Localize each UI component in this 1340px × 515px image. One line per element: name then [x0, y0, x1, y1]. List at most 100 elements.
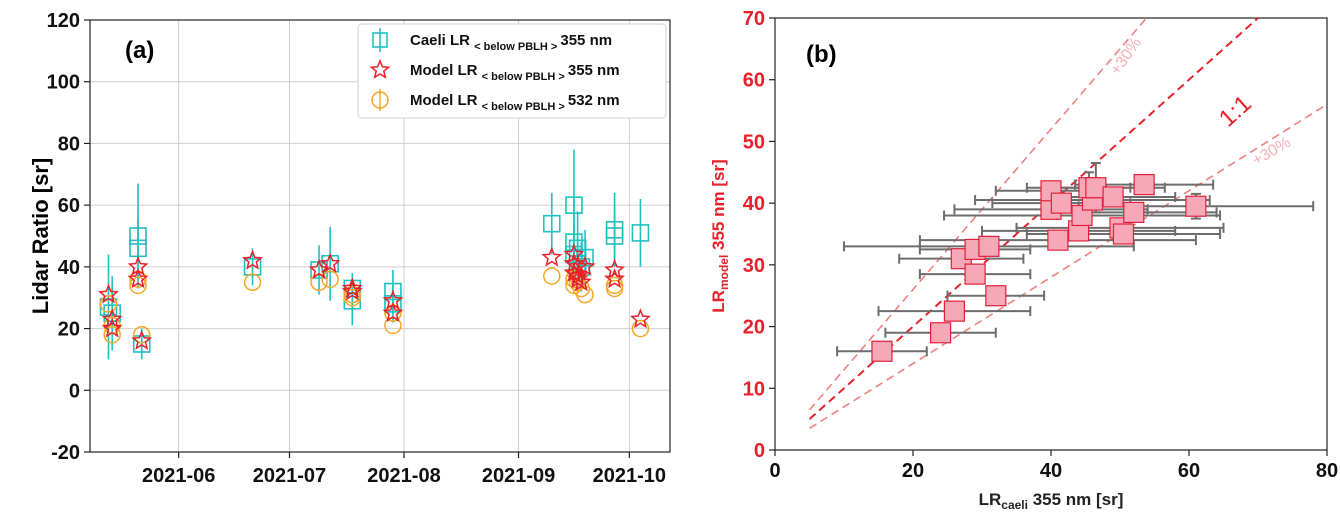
reference-line	[809, 103, 1328, 430]
marker-point	[943, 300, 966, 322]
marker-point	[1047, 229, 1069, 251]
axes-ticks-a: -20 0 20 40 60 80 100 120 2021-06 2021-07 2021-08 2…	[47, 10, 666, 487]
line-label-plus30-upper: +30%	[1107, 35, 1145, 79]
marker-model-532	[99, 295, 118, 313]
marker-point	[1050, 192, 1072, 214]
marker-caeli-355	[631, 224, 650, 242]
legend-box	[357, 23, 667, 119]
data-marks-a	[98, 149, 651, 360]
marker-point	[1123, 201, 1145, 223]
axes-ticks-b: 0 10 20 30 40 50 60 70 0 20 40 60 80	[743, 8, 1338, 482]
marker-point	[929, 322, 952, 344]
line-label-1-1: 1:1	[1214, 90, 1257, 132]
marker-model-355	[563, 243, 585, 264]
marker-model-532	[343, 288, 362, 307]
marker-model-532	[543, 267, 561, 285]
y-tick-label: 100	[47, 72, 80, 94]
marker-model-532	[132, 325, 151, 344]
y-tick-label: 20	[743, 317, 765, 339]
y-tick-label: 60	[743, 70, 765, 92]
legend-marker-model-532	[371, 91, 389, 109]
panel-label-b: (b)	[806, 41, 837, 68]
legend-label: Caeli LR < below PBLH > 355 nm	[410, 32, 612, 53]
y-axis-label-b: LRmodel 355 nm [sr]	[709, 159, 731, 312]
marker-model-355	[604, 258, 625, 279]
legend-marker-model-355	[369, 59, 391, 79]
x-tick-label: 2021-08	[367, 465, 440, 487]
plot-frame-a	[89, 19, 671, 453]
x-tick-label: 0	[769, 460, 780, 482]
x-tick-label: 60	[1178, 460, 1200, 482]
y-tick-label: 30	[743, 255, 765, 277]
marker-model-532	[243, 273, 262, 292]
marker-model-532	[631, 319, 650, 338]
marker-model-355	[101, 317, 123, 338]
marker-model-532	[103, 325, 121, 344]
marker-point	[1185, 195, 1207, 217]
y-tick-label: 50	[743, 131, 765, 153]
x-tick-label: 40	[1040, 460, 1062, 482]
y-tick-label: 10	[743, 378, 765, 400]
marker-point	[1112, 223, 1135, 245]
marker-model-355	[341, 280, 363, 301]
marker-model-355	[127, 268, 149, 289]
marker-model-355	[98, 283, 119, 304]
marker-point	[1102, 186, 1124, 208]
y-tick-label: 120	[47, 10, 80, 32]
chart-panel-a: -20 0 20 40 60 80 100 120 2021-06 2021-07 2021-08 2…	[28, 10, 671, 487]
marker-model-355	[242, 249, 263, 270]
marker-model-355	[604, 268, 625, 289]
y-tick-label: 0	[69, 380, 80, 402]
marker-caeli-355	[542, 214, 561, 233]
marker-model-355	[341, 277, 363, 298]
x-tick-label: 2021-06	[142, 465, 215, 487]
y-tick-label: 40	[58, 257, 80, 279]
x-axis-label-b: LRcaeli 355 nm [sr]	[979, 490, 1124, 512]
legend-marker-caeli	[372, 32, 388, 48]
marker-model-532	[129, 276, 147, 295]
marker-point	[985, 285, 1007, 307]
marker-model-355	[574, 255, 596, 276]
marker-model-355	[630, 308, 651, 329]
reference-line	[808, 17, 1148, 411]
reference-line	[808, 17, 1259, 420]
marker-caeli-355	[384, 295, 402, 313]
marker-model-355	[101, 308, 123, 329]
marker-model-355	[131, 329, 153, 350]
panel-label-a: (a)	[125, 37, 154, 64]
data-marks-b	[836, 162, 1315, 362]
marker-model-532	[321, 270, 339, 288]
marker-point	[964, 263, 986, 285]
marker-point	[978, 235, 1000, 257]
x-tick-label: 2021-09	[482, 465, 555, 487]
y-tick-label: 80	[58, 133, 80, 155]
marker-model-532	[576, 285, 594, 304]
marker-model-355	[570, 271, 592, 292]
y-tick-label: 20	[58, 319, 80, 341]
y-tick-label: 70	[743, 8, 765, 30]
x-tick-label: 80	[1316, 460, 1338, 482]
marker-model-355	[567, 265, 589, 286]
legend-a: Caeli LR < below PBLH > 355 nm Model LR <…	[357, 23, 667, 119]
x-tick-label: 20	[902, 460, 924, 482]
marker-model-355	[541, 246, 563, 267]
y-tick-label: 0	[754, 440, 765, 462]
marker-caeli-355	[605, 227, 624, 245]
marker-point	[1133, 174, 1155, 196]
marker-point	[871, 340, 893, 362]
legend-label: Model LR < below PBLH > 532 nm	[410, 92, 620, 113]
x-tick-label: 2021-07	[253, 465, 326, 487]
y-tick-label: -20	[51, 442, 80, 464]
line-label-plus30-lower: +30%	[1250, 134, 1294, 169]
y-tick-label: 40	[743, 193, 765, 215]
marker-model-355	[319, 252, 341, 273]
marker-model-355	[382, 302, 404, 323]
y-axis-label-a: Lidar Ratio [sr]	[28, 158, 53, 314]
marker-model-532	[605, 276, 624, 295]
legend-label: Model LR < below PBLH > 355 nm	[410, 62, 620, 83]
marker-caeli-355	[132, 335, 151, 353]
x-tick-label: 2021-10	[593, 465, 666, 487]
y-tick-label: 60	[58, 195, 80, 217]
